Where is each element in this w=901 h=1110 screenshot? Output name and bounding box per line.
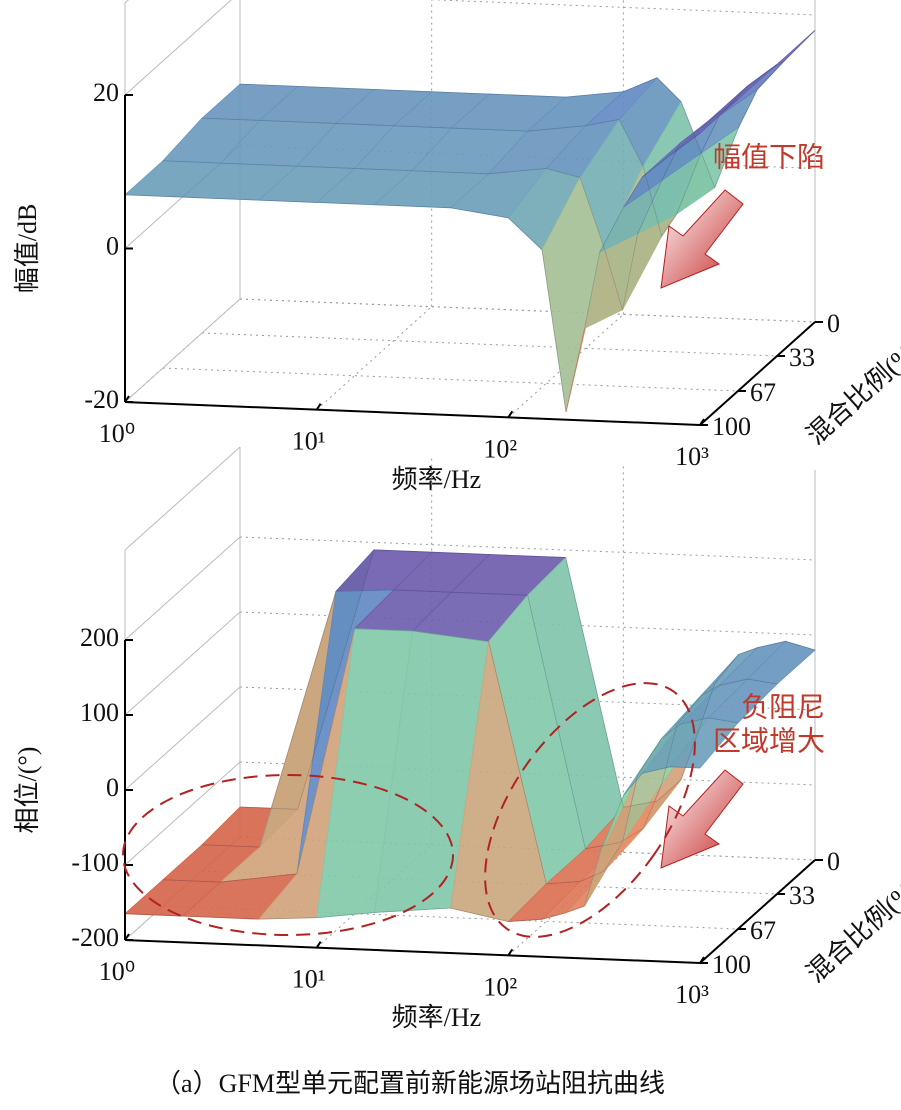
grid-line [124,686,241,791]
x-axis [124,939,701,964]
x-tick-label: 10¹ [292,427,326,456]
x-tick-label: 10² [483,434,517,463]
grid-line [124,0,232,96]
x-tick-label: 10³ [675,442,709,471]
z-tick-label: 67 [750,916,776,945]
grid-line [162,367,738,392]
annotation: 幅值下陷 [713,141,825,173]
x-tick-label: 10³ [675,980,709,1009]
x-tick [124,395,130,403]
y-tick-label: 20 [93,78,119,107]
x-axis-label: 频率/Hz [392,1003,482,1032]
z-axis [699,321,816,426]
grid-line [124,536,241,641]
y-tick-label: 0 [106,231,119,260]
x-tick [315,941,322,949]
grid-line [239,298,816,323]
highlight-ellipse [484,682,696,938]
surface-edge [162,628,739,885]
z-tick-label: 0 [827,309,840,338]
y-tick-label: -20 [84,385,119,414]
grid-line [507,851,624,956]
x-axis [124,401,701,426]
z-tick-label: 100 [712,950,751,979]
x-tick-label: 10⁰ [99,957,135,986]
surface-edge [239,30,816,189]
z-axis-label: 混合比例(%) [801,333,901,450]
x-tick-label: 10⁰ [99,419,135,448]
surface-edge [202,64,778,238]
x-tick [315,403,322,411]
surface-edge [239,549,816,810]
z-tick-label: 33 [789,343,815,372]
box-edge [124,0,129,4]
x-tick [507,948,514,956]
z-tick-label: 0 [827,847,840,876]
x-tick [124,933,130,941]
surface-patch [747,30,816,87]
grid-line [124,298,241,403]
annotation: 负阻尼 [741,691,825,723]
grid-line [316,306,433,411]
x-tick-label: 10¹ [292,965,326,994]
caption: （a）GFM型单元配置前新能源场站阻抗曲线 [155,1069,665,1098]
box-edge [124,446,241,551]
surface-edge [124,133,701,413]
grid-line [427,0,816,16]
grid-line [124,611,241,716]
y-axis-label: 相位/(°) [13,747,42,834]
y-axis-label: 幅值/dB [13,204,42,294]
x-tick-label: 10² [483,972,517,1001]
surface-edge [202,589,778,850]
arrow [660,769,744,869]
highlight-ellipse [122,774,454,936]
surface-edge [124,766,701,922]
y-tick-label: 0 [106,773,119,802]
grid-line [239,298,816,323]
y-tick-label: -200 [71,923,119,952]
z-tick-label: 33 [789,881,815,910]
z-tick-label: 100 [712,412,751,441]
z-axis-label: 混合比例(%) [801,871,901,988]
grid-line [202,332,778,357]
z-axis [699,859,816,964]
annotation-group: 幅值下陷 [660,141,825,289]
grid-line [124,761,241,866]
annotation: 区域增大 [713,725,825,757]
surface-patch [669,717,739,769]
grid-line [316,844,433,949]
grid-line [507,313,624,418]
y-tick-label: 200 [80,623,119,652]
surface-patch [670,99,739,156]
x-tick [507,410,514,418]
arrow [660,189,744,289]
y-tick-label: 100 [80,698,119,727]
y-tick-label: -100 [71,848,119,877]
z-tick-label: 67 [750,378,776,407]
surface-edge [162,99,739,310]
x-axis-label: 频率/Hz [392,465,482,494]
